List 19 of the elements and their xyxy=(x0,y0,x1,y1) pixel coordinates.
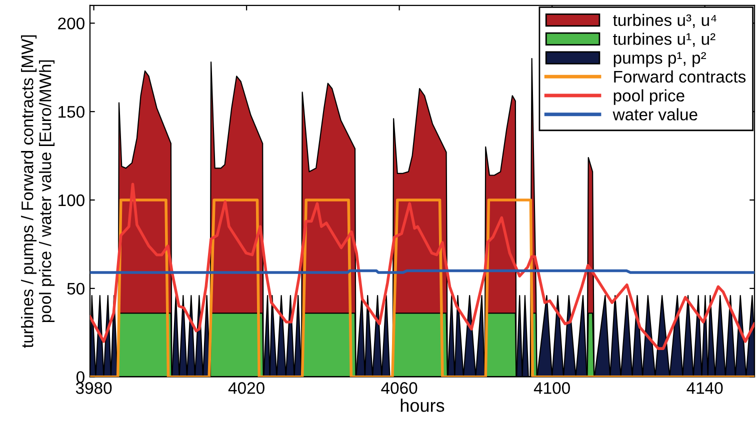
x-tick-label: 4140 xyxy=(686,382,723,394)
x-axis-title: hours xyxy=(400,398,444,412)
legend-label: turbines u³, u⁴ xyxy=(613,14,716,28)
y-tick-label: 0 xyxy=(76,371,84,384)
y-tick-label: 200 xyxy=(58,18,84,30)
x-tick-label: 3980 xyxy=(76,382,112,394)
legend-label: pool price xyxy=(614,89,684,105)
y-tick-label: 50 xyxy=(67,282,84,295)
legend-label: pumps p¹, p² xyxy=(614,52,706,68)
line-series xyxy=(90,182,754,350)
x-tick-label: 4100 xyxy=(534,382,570,394)
x-tick-label: 4060 xyxy=(381,382,418,394)
legend-label: turbines u¹, u² xyxy=(613,32,716,47)
legend-label: Forward contracts xyxy=(614,70,746,83)
y-tick-label: 100 xyxy=(58,194,84,206)
y-axis-title: turbines / pumps / Forward contracts [MW] pool price / water value [Euro/MWh] xyxy=(21,35,55,348)
x-tick-label: 4020 xyxy=(228,382,264,394)
y-tick-label: 150 xyxy=(58,106,84,118)
legend-label: water value xyxy=(612,108,698,120)
